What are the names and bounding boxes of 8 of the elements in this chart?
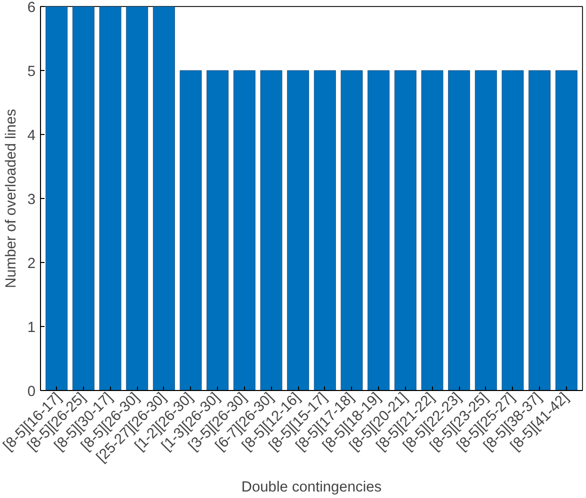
y-tick-label: 4 bbox=[27, 128, 36, 144]
y-tick-label: 6 bbox=[27, 0, 36, 16]
y-tick-label: 5 bbox=[27, 64, 36, 80]
y-tick-label: 3 bbox=[27, 192, 36, 208]
y-axis-title: Number of overloaded lines bbox=[3, 108, 20, 288]
x-axis-title: Double contingencies bbox=[241, 479, 382, 496]
y-tick-label: 2 bbox=[27, 256, 36, 272]
y-tick-label: 1 bbox=[27, 320, 36, 336]
